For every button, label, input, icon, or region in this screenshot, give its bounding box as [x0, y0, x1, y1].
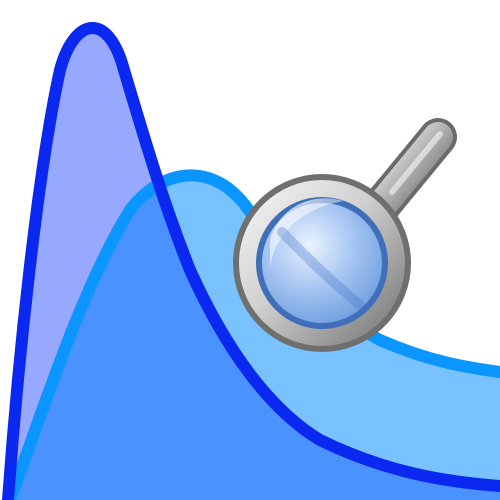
magnifier-lens-curve-hint — [277, 227, 365, 310]
distribution-curve-dark-stroke — [2, 22, 500, 500]
distribution-curve-light-stroke — [4, 169, 500, 500]
magnifier-lens — [262, 203, 382, 323]
magnifier-lens-reflection — [270, 198, 344, 268]
magnifier-handle — [363, 118, 457, 224]
magnifier-icon — [233, 118, 457, 352]
